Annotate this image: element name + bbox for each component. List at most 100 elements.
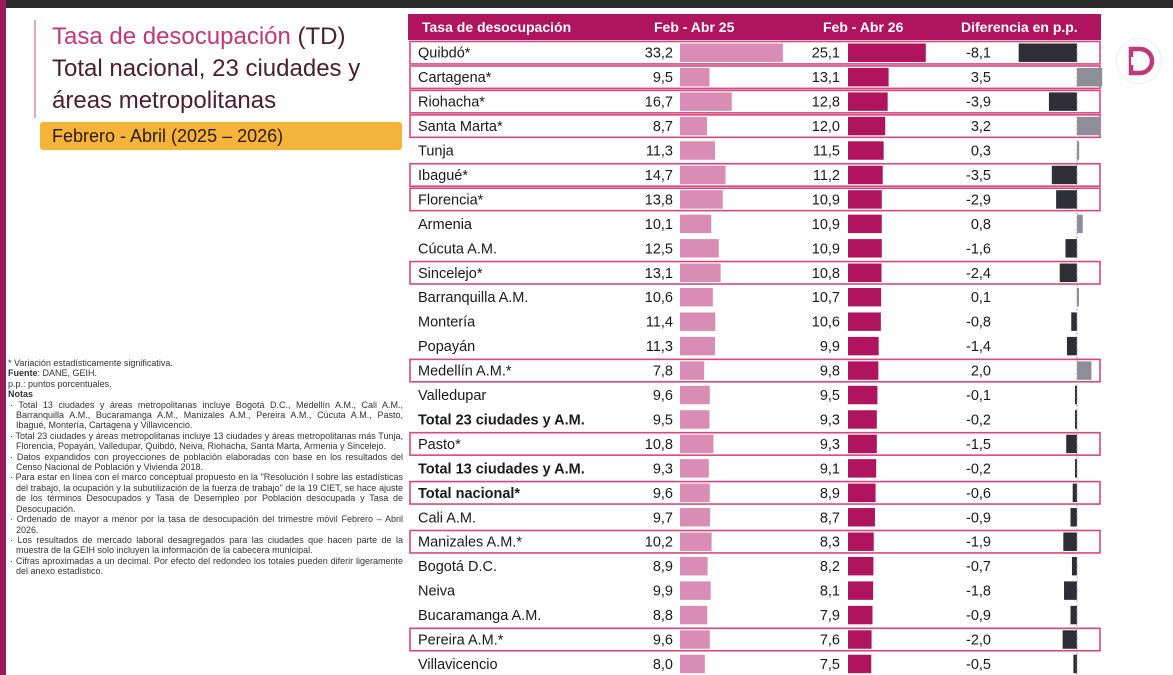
- difference-label: -3,5: [966, 168, 991, 184]
- column-header: Feb - Abr 25: [654, 19, 735, 35]
- difference-bar: [1065, 239, 1077, 258]
- bar-2026: [848, 116, 886, 136]
- bar-2025: [680, 141, 716, 160]
- row-label: Pereira A.M.*: [418, 633, 504, 649]
- bar-2026: [848, 483, 876, 503]
- row-label: Montería: [418, 315, 476, 331]
- value-2025-label: 8,0: [653, 657, 673, 673]
- value-2025-label: 10,6: [645, 290, 673, 306]
- value-2025-label: 11,3: [646, 144, 673, 160]
- bar-2026: [848, 214, 882, 234]
- difference-label: 0,8: [971, 217, 991, 233]
- significant-row-outline: [409, 114, 1101, 139]
- difference-bar: [1071, 556, 1077, 576]
- row-label: Manizales A.M.*: [418, 535, 522, 551]
- bar-2026: [848, 190, 882, 209]
- difference-bar: [1077, 116, 1101, 136]
- row-label: Sincelejo*: [418, 266, 483, 282]
- value-2026-label: 25,1: [812, 46, 840, 62]
- significant-row-outline: [409, 480, 1101, 505]
- value-2025-label: 13,8: [645, 192, 673, 208]
- note-item: · Ordenado de mayor a menor por la tasa …: [10, 514, 403, 535]
- difference-bar: [1077, 141, 1080, 160]
- row-label: Pasto*: [418, 437, 461, 453]
- bar-2025: [680, 385, 710, 405]
- difference-label: -1,5: [966, 437, 991, 453]
- value-2026-label: 9,3: [820, 412, 840, 428]
- row-label: Popayán: [418, 339, 475, 355]
- bar-2026: [848, 508, 875, 527]
- row-label: Santa Marta*: [418, 119, 503, 135]
- bar-2026: [848, 312, 881, 331]
- row-label: Villavicencio: [418, 657, 498, 673]
- difference-bar: [1073, 654, 1077, 674]
- row-label: Total nacional*: [418, 486, 520, 502]
- bar-2026: [848, 410, 877, 429]
- note-item: · Total 13 ciudades y áreas metropolitan…: [10, 399, 403, 431]
- value-2025-label: 9,6: [653, 486, 673, 502]
- bar-2026: [848, 385, 878, 405]
- source-note: Fuente: DANE, GEIH.: [8, 368, 403, 378]
- bar-2026: [848, 67, 889, 87]
- column-header: Tasa de desocupación: [422, 19, 571, 35]
- value-2026-label: 12,8: [812, 95, 840, 111]
- bar-2025: [680, 92, 732, 111]
- difference-bar: [1075, 410, 1077, 429]
- difference-bar: [1018, 43, 1077, 62]
- difference-label: 2,0: [971, 364, 991, 380]
- value-2026-label: 10,9: [812, 217, 840, 233]
- bar-2025: [680, 654, 705, 674]
- value-2025-label: 12,5: [645, 241, 673, 257]
- bar-2025: [680, 312, 716, 331]
- note-item: · Para estar en línea con el marco conce…: [10, 472, 403, 514]
- bar-2025: [680, 605, 708, 625]
- value-2025-label: 10,1: [645, 217, 673, 233]
- chart-title-suffix: (TD): [290, 23, 346, 50]
- table-header-bar: [408, 14, 1101, 40]
- difference-label: -1,8: [966, 584, 991, 600]
- value-2026-label: 9,3: [820, 437, 840, 453]
- significant-row-outline: [409, 162, 1101, 188]
- difference-bar: [1062, 630, 1077, 649]
- value-2025-label: 9,6: [653, 388, 673, 404]
- difference-label: -2,9: [966, 192, 991, 208]
- difference-label: -3,9: [966, 95, 991, 111]
- value-2025-label: 8,8: [653, 608, 673, 624]
- difference-label: 0,1: [971, 290, 991, 306]
- value-2025-label: 9,5: [653, 70, 673, 86]
- bar-2026: [848, 532, 874, 551]
- difference-label: -0,6: [966, 486, 991, 502]
- bar-2026: [848, 239, 882, 258]
- difference-label: -0,9: [966, 608, 991, 624]
- chart-subtitle-line1: Total nacional, 23 ciudades y: [52, 55, 361, 82]
- significant-row-outline: [409, 89, 1101, 114]
- value-2026-label: 13,1: [812, 70, 840, 86]
- difference-label: -0,9: [966, 510, 991, 526]
- brand-logo: [1116, 38, 1162, 84]
- row-label: Riohacha*: [418, 95, 485, 111]
- column-header: Feb - Abr 26: [823, 19, 904, 35]
- row-label: Cartagena*: [418, 70, 492, 86]
- chart-subtitle-line2: áreas metropolitanas: [52, 87, 277, 114]
- row-label: Florencia*: [418, 192, 484, 208]
- value-2025-label: 10,2: [645, 535, 673, 551]
- row-label: Armenia: [418, 217, 473, 233]
- bar-2025: [680, 43, 783, 62]
- row-label: Tunja: [418, 144, 455, 160]
- difference-bar: [1077, 67, 1103, 87]
- value-2025-label: 14,7: [645, 168, 673, 184]
- bar-2026: [848, 459, 877, 478]
- bar-2025: [680, 483, 710, 503]
- bar-2025: [680, 630, 710, 649]
- difference-label: 3,5: [971, 70, 991, 86]
- bar-2026: [848, 630, 872, 649]
- difference-label: -1,6: [966, 241, 991, 257]
- value-2025-label: 16,7: [645, 95, 673, 111]
- bar-2026: [848, 605, 873, 625]
- difference-label: -0,1: [966, 388, 991, 404]
- row-label: Cali A.M.: [418, 510, 476, 526]
- source-label: Fuente: [8, 368, 38, 379]
- value-2026-label: 8,7: [820, 510, 840, 526]
- bar-2026: [848, 581, 874, 600]
- value-2026-label: 9,9: [820, 339, 840, 355]
